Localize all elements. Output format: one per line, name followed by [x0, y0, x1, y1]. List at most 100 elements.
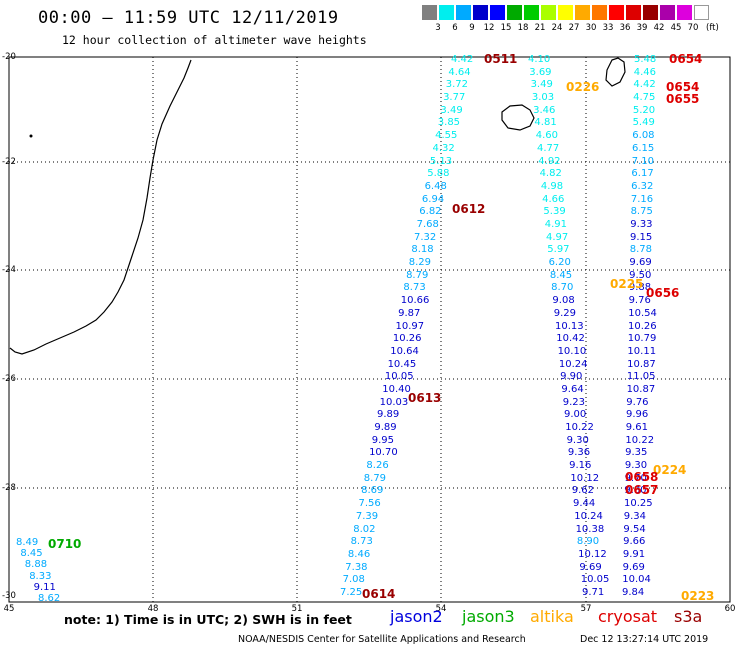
wave-height-value: 4.55 — [435, 130, 458, 142]
wave-height-value: 9.84 — [622, 587, 645, 598]
pass-time-label: 0658 — [625, 470, 659, 484]
sat-cryosat: cryosat — [598, 607, 658, 626]
wave-height-value: 9.61 — [625, 422, 648, 434]
wave-height-value: 9.69 — [629, 257, 652, 269]
legend-tick: 70 — [687, 23, 699, 33]
wave-height-value: 9.69 — [622, 561, 645, 573]
wave-height-value: 10.38 — [575, 523, 605, 535]
wave-height-value: 9.89 — [377, 409, 400, 421]
wave-height-value: 11.05 — [626, 371, 656, 383]
wave-height-value: 8.45 — [20, 548, 43, 560]
legend-swatch — [456, 5, 471, 20]
wave-height-value: 10.05 — [580, 574, 610, 586]
wave-height-value: 9.71 — [582, 587, 605, 598]
legend-tick: 21 — [534, 23, 546, 33]
legend-swatch — [626, 5, 641, 20]
wave-height-value: 4.98 — [540, 180, 564, 192]
wave-height-value: 9.54 — [623, 523, 646, 535]
lat-label: -28 — [2, 483, 16, 493]
wave-height-value: 5.97 — [547, 244, 570, 256]
wave-height-value: 8.46 — [347, 548, 371, 560]
legend-tick: 12 — [483, 23, 495, 33]
wave-height-value: 8.33 — [29, 570, 52, 582]
wave-height-value: 7.38 — [345, 561, 368, 573]
legend-tick: 36 — [619, 23, 631, 33]
wave-height-value: 9.00 — [564, 409, 587, 421]
wave-height-value: 8.29 — [408, 257, 431, 269]
wave-height-value: 6.94 — [421, 193, 445, 205]
lon-label: 48 — [147, 604, 159, 614]
legend-swatch — [558, 5, 573, 20]
wave-height-value: 10.03 — [379, 396, 409, 408]
wave-height-value: 4.64 — [448, 66, 471, 78]
pass-time-label: 0613 — [408, 391, 442, 405]
rodrigues-dot — [29, 134, 33, 138]
pass-time-label: 0226 — [566, 80, 600, 94]
legend-tick: 27 — [568, 23, 580, 33]
pass-time-label: 0657 — [625, 483, 659, 497]
wave-height-value: 10.12 — [578, 548, 607, 560]
wave-height-value: 9.89 — [374, 422, 397, 434]
lon-label: 51 — [291, 604, 303, 614]
wave-height-value: 9.35 — [625, 447, 648, 459]
wave-height-value: 8.88 — [24, 559, 48, 571]
pass-time-label: 0612 — [452, 202, 486, 216]
wave-height-value: 10.87 — [627, 358, 656, 370]
wave-height-value: 10.22 — [625, 434, 655, 446]
wave-height-value: 5.39 — [543, 206, 566, 218]
map-title: 00:00 – 11:59 UTC 12/11/2019 — [38, 8, 339, 28]
legend-swatch — [473, 5, 488, 20]
wave-height-value: 8.49 — [16, 537, 39, 548]
lat-label: -30 — [2, 591, 16, 601]
legend-tick: 39 — [636, 23, 648, 33]
wave-height-value: 9.64 — [561, 383, 584, 395]
legend-tick: 6 — [452, 23, 458, 33]
wave-height-value: 9.96 — [626, 409, 649, 421]
wave-height-value: 8.79 — [363, 472, 387, 484]
wave-height-value: 5.48 — [634, 54, 657, 65]
legend-swatch — [422, 5, 437, 20]
wave-height-value: 4.81 — [534, 117, 557, 129]
sat-jason2: jason2 — [390, 607, 443, 626]
legend-tick: 33 — [602, 23, 614, 33]
wave-height-value: 9.44 — [573, 498, 596, 510]
wave-height-value: 6.20 — [548, 257, 571, 269]
wave-height-value: 3.03 — [531, 92, 555, 104]
wave-height-value: 7.25 — [340, 587, 363, 598]
pass-time-label: 0654 — [666, 80, 700, 94]
wave-height-value: 5.49 — [632, 117, 655, 129]
wave-height-value: 5.88 — [427, 168, 450, 180]
generated-timestamp: Dec 12 13:27:14 UTC 2019 — [580, 634, 709, 645]
wave-height-value: 9.23 — [562, 396, 585, 408]
wave-height-value: 5.20 — [632, 104, 656, 116]
wave-height-value: 8.62 — [38, 593, 61, 604]
wave-height-value: 9.76 — [628, 295, 651, 307]
wave-height-value: 7.39 — [355, 510, 379, 522]
wave-height-value: 9.66 — [623, 536, 646, 548]
wave-height-value: 4.91 — [544, 218, 567, 230]
wave-height-value: 9.95 — [371, 434, 394, 446]
wave-height-value: 10.13 — [555, 320, 584, 332]
legend-swatch — [490, 5, 505, 20]
wave-height-value: 6.82 — [419, 206, 442, 218]
wave-height-value: 10.26 — [392, 333, 422, 345]
wave-height-value: 7.08 — [342, 574, 365, 586]
map-subtitle: 12 hour collection of altimeter wave hei… — [62, 33, 367, 47]
wave-height-value: 9.30 — [624, 460, 648, 472]
pass-time-label: 0655 — [666, 92, 700, 106]
wave-height-value: 9.33 — [630, 218, 653, 230]
map-frame — [8, 56, 731, 603]
wave-height-value: 10.24 — [574, 510, 603, 522]
wave-height-value: 8.69 — [361, 485, 384, 497]
wave-height-value: 3.46 — [533, 104, 556, 116]
wave-height-value: 9.11 — [33, 581, 56, 593]
wave-height-value: 10.42 — [556, 333, 585, 345]
wave-height-value: 10.54 — [628, 307, 657, 319]
wave-height-value: 4.66 — [542, 193, 565, 205]
pass-time-label: 0710 — [48, 537, 82, 551]
wave-height-value: 6.32 — [631, 180, 654, 192]
wave-height-value: 9.76 — [626, 396, 649, 408]
wave-height-value: 4.75 — [633, 92, 656, 104]
wave-height-value: 4.42 — [633, 79, 656, 91]
wave-height-value: 7.10 — [631, 155, 654, 167]
